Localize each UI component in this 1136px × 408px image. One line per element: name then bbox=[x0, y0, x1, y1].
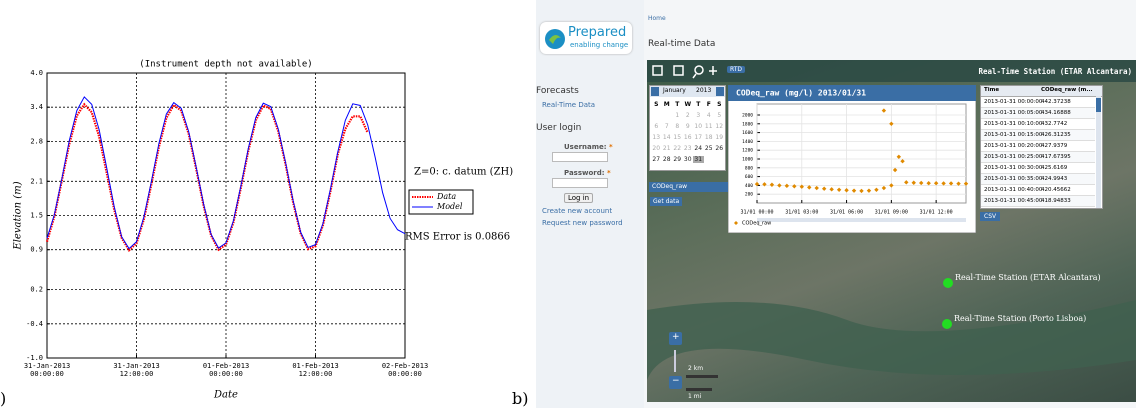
field-label: Password: * bbox=[564, 169, 611, 177]
breadcrumb[interactable]: Home bbox=[648, 15, 666, 22]
label-text: Password: bbox=[564, 169, 605, 177]
password-input[interactable] bbox=[552, 178, 608, 188]
station-marker[interactable] bbox=[942, 319, 952, 329]
page-title: Real-time Data bbox=[648, 39, 715, 49]
account-link[interactable]: Create new account bbox=[542, 207, 612, 215]
tide-x-labels: 31-Jan-2013 00:00:00 31-Jan-2013 12:00:00… bbox=[0, 0, 530, 408]
logo-tagline: enabling change bbox=[570, 41, 628, 49]
account-link[interactable]: Request new password bbox=[542, 219, 623, 227]
x-tick-label: 31-Jan-2013 12:00:00 bbox=[109, 362, 165, 378]
section-title: Forecasts bbox=[536, 86, 579, 96]
scale-label: 2 km bbox=[688, 365, 703, 372]
map[interactable]: RTD Real-Time Station (ETAR Alcantara) J… bbox=[647, 60, 1136, 402]
x-tick-label: 01-Feb-2013 12:00:00 bbox=[288, 362, 344, 378]
required-mark: * bbox=[607, 169, 611, 177]
logo-name: Prepared bbox=[568, 25, 626, 40]
station-label: Real-Time Station (ETAR Alcantara) bbox=[955, 273, 1101, 282]
station-label: Real-Time Station (Porto Lisboa) bbox=[954, 314, 1086, 323]
web-app: Prepared enabling change Forecasts Real-… bbox=[536, 0, 1136, 408]
scale-label: 1 mi bbox=[688, 393, 701, 400]
nav-link[interactable]: Real-Time Data bbox=[542, 101, 595, 109]
x-tick-label: 02-Feb-2013 00:00:00 bbox=[377, 362, 433, 378]
zoom-out[interactable]: − bbox=[672, 376, 680, 386]
login-button[interactable]: Log in bbox=[564, 193, 593, 203]
sidebar: Prepared enabling change Forecasts Real-… bbox=[536, 0, 644, 408]
x-tick-label: 31-Jan-2013 00:00:00 bbox=[19, 362, 75, 378]
label-text: Username: bbox=[564, 143, 607, 151]
zoom-in[interactable]: + bbox=[672, 332, 680, 342]
logo[interactable]: Prepared enabling change bbox=[540, 22, 632, 54]
required-mark: * bbox=[609, 143, 613, 151]
x-tick-label: 01-Feb-2013 00:00:00 bbox=[198, 362, 254, 378]
logo-icon bbox=[544, 28, 566, 50]
station-marker[interactable] bbox=[943, 278, 953, 288]
section-title: User login bbox=[536, 123, 581, 133]
station-layer bbox=[647, 60, 1136, 402]
field-label: Username: * bbox=[564, 143, 613, 151]
page: (Instrument depth not available)-1.0-0.4… bbox=[0, 0, 1136, 408]
panel-label: b) bbox=[512, 389, 528, 408]
username-input[interactable] bbox=[552, 152, 608, 162]
panel-label: ) bbox=[0, 389, 6, 408]
